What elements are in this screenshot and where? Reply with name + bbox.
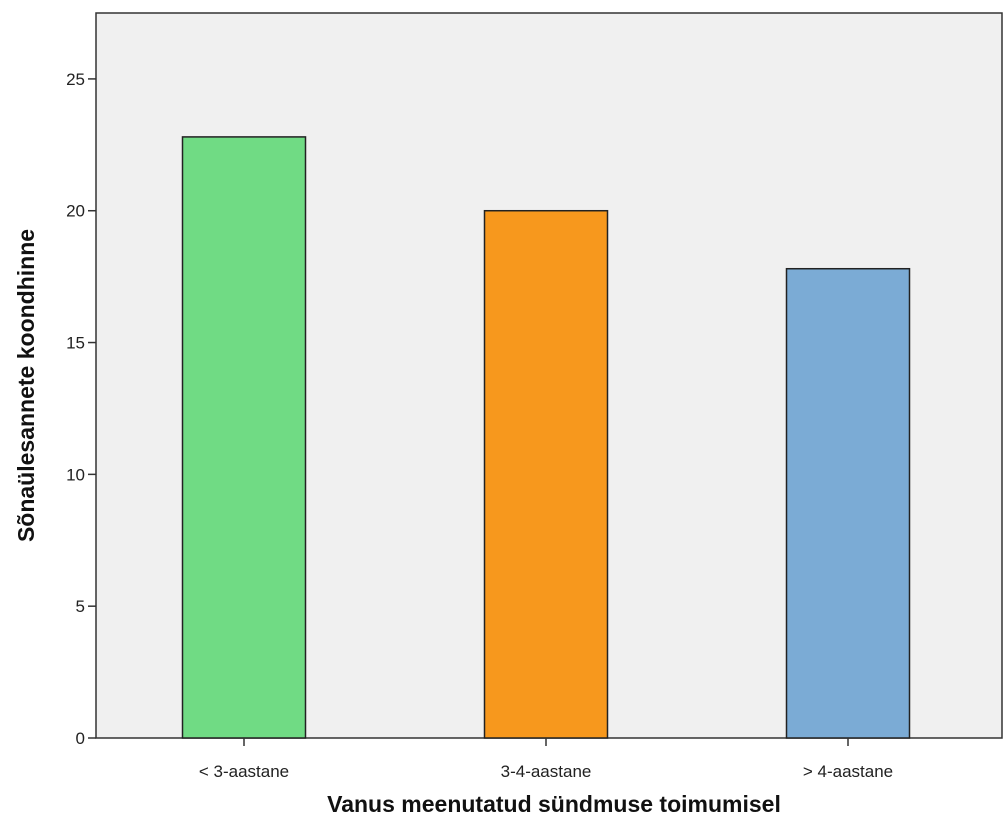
bar-1 xyxy=(483,209,609,739)
y-tick-label-5: 25 xyxy=(66,70,85,89)
x-tick-label-0: < 3-aastane xyxy=(199,762,289,781)
y-tick-label-3: 15 xyxy=(66,334,85,353)
y-tick-label-2: 10 xyxy=(66,465,85,484)
x-tick-label-1: 3-4-aastane xyxy=(501,762,592,781)
y-tick-label-1: 5 xyxy=(76,597,85,616)
bar-0 xyxy=(181,136,307,739)
x-axis-title: Vanus meenutatud sündmuse toimumisel xyxy=(327,791,781,817)
x-axis: < 3-aastane 3-4-aastane > 4-aastane xyxy=(199,738,893,781)
y-axis: 0 5 10 15 20 25 xyxy=(66,70,96,748)
bar-2 xyxy=(785,267,911,739)
y-tick-label-0: 0 xyxy=(76,729,85,748)
y-tick-label-4: 20 xyxy=(66,202,85,221)
x-tick-label-2: > 4-aastane xyxy=(803,762,893,781)
bars-group xyxy=(181,136,911,739)
y-axis-title: Sõnaülesannete koondhinne xyxy=(13,229,39,542)
